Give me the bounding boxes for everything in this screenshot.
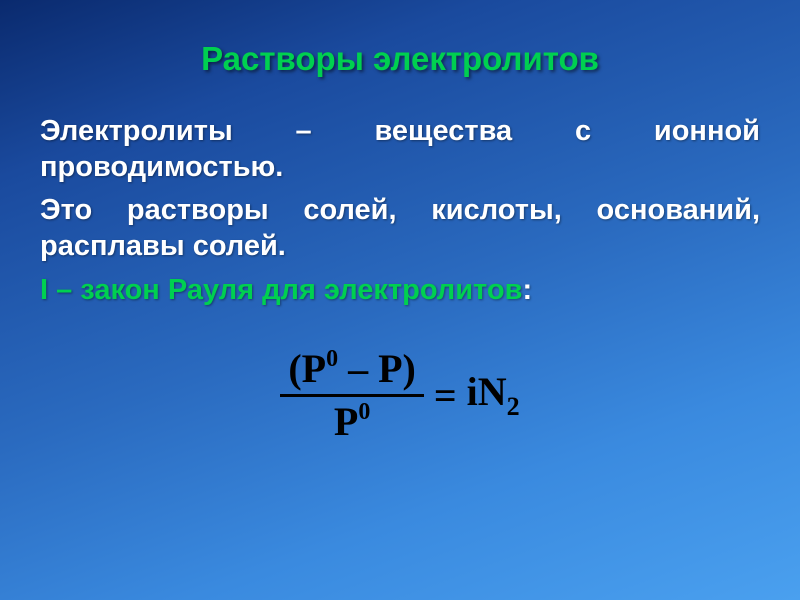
num-close: – P): [338, 346, 416, 391]
rhs-N: N: [478, 369, 507, 414]
denominator: P0: [326, 400, 378, 444]
law-line: I – закон Рауля для электролитов:: [40, 274, 760, 307]
law-colon: :: [522, 274, 532, 306]
num-sup: 0: [326, 346, 338, 372]
rhs-sub: 2: [507, 392, 520, 421]
slide-title: Растворы электролитов: [40, 40, 760, 78]
slide: Растворы электролитов Электролиты – веще…: [0, 0, 800, 600]
paragraph-2: Это растворы солей, кислоты, оснований, …: [40, 192, 760, 265]
den-P: P: [334, 399, 358, 444]
body-text: Электролиты – вещества с ионной проводим…: [40, 113, 760, 264]
num-open: (P: [288, 346, 326, 391]
numerator: (P0 – P): [280, 347, 424, 391]
equals-sign: =: [424, 376, 467, 416]
raoult-formula: (P0 – P) P0 = iN2: [280, 347, 519, 444]
formula-row: (P0 – P) P0 = iN2: [280, 347, 519, 444]
rhs: iN2: [467, 372, 520, 419]
law-text: I – закон Рауля для электролитов: [40, 274, 522, 306]
den-sup: 0: [358, 399, 370, 425]
paragraph-1: Электролиты – вещества с ионной проводим…: [40, 113, 760, 186]
fraction-bar: [280, 394, 424, 397]
rhs-i: i: [467, 369, 478, 414]
formula-container: (P0 – P) P0 = iN2: [40, 347, 760, 444]
fraction: (P0 – P) P0: [280, 347, 424, 444]
